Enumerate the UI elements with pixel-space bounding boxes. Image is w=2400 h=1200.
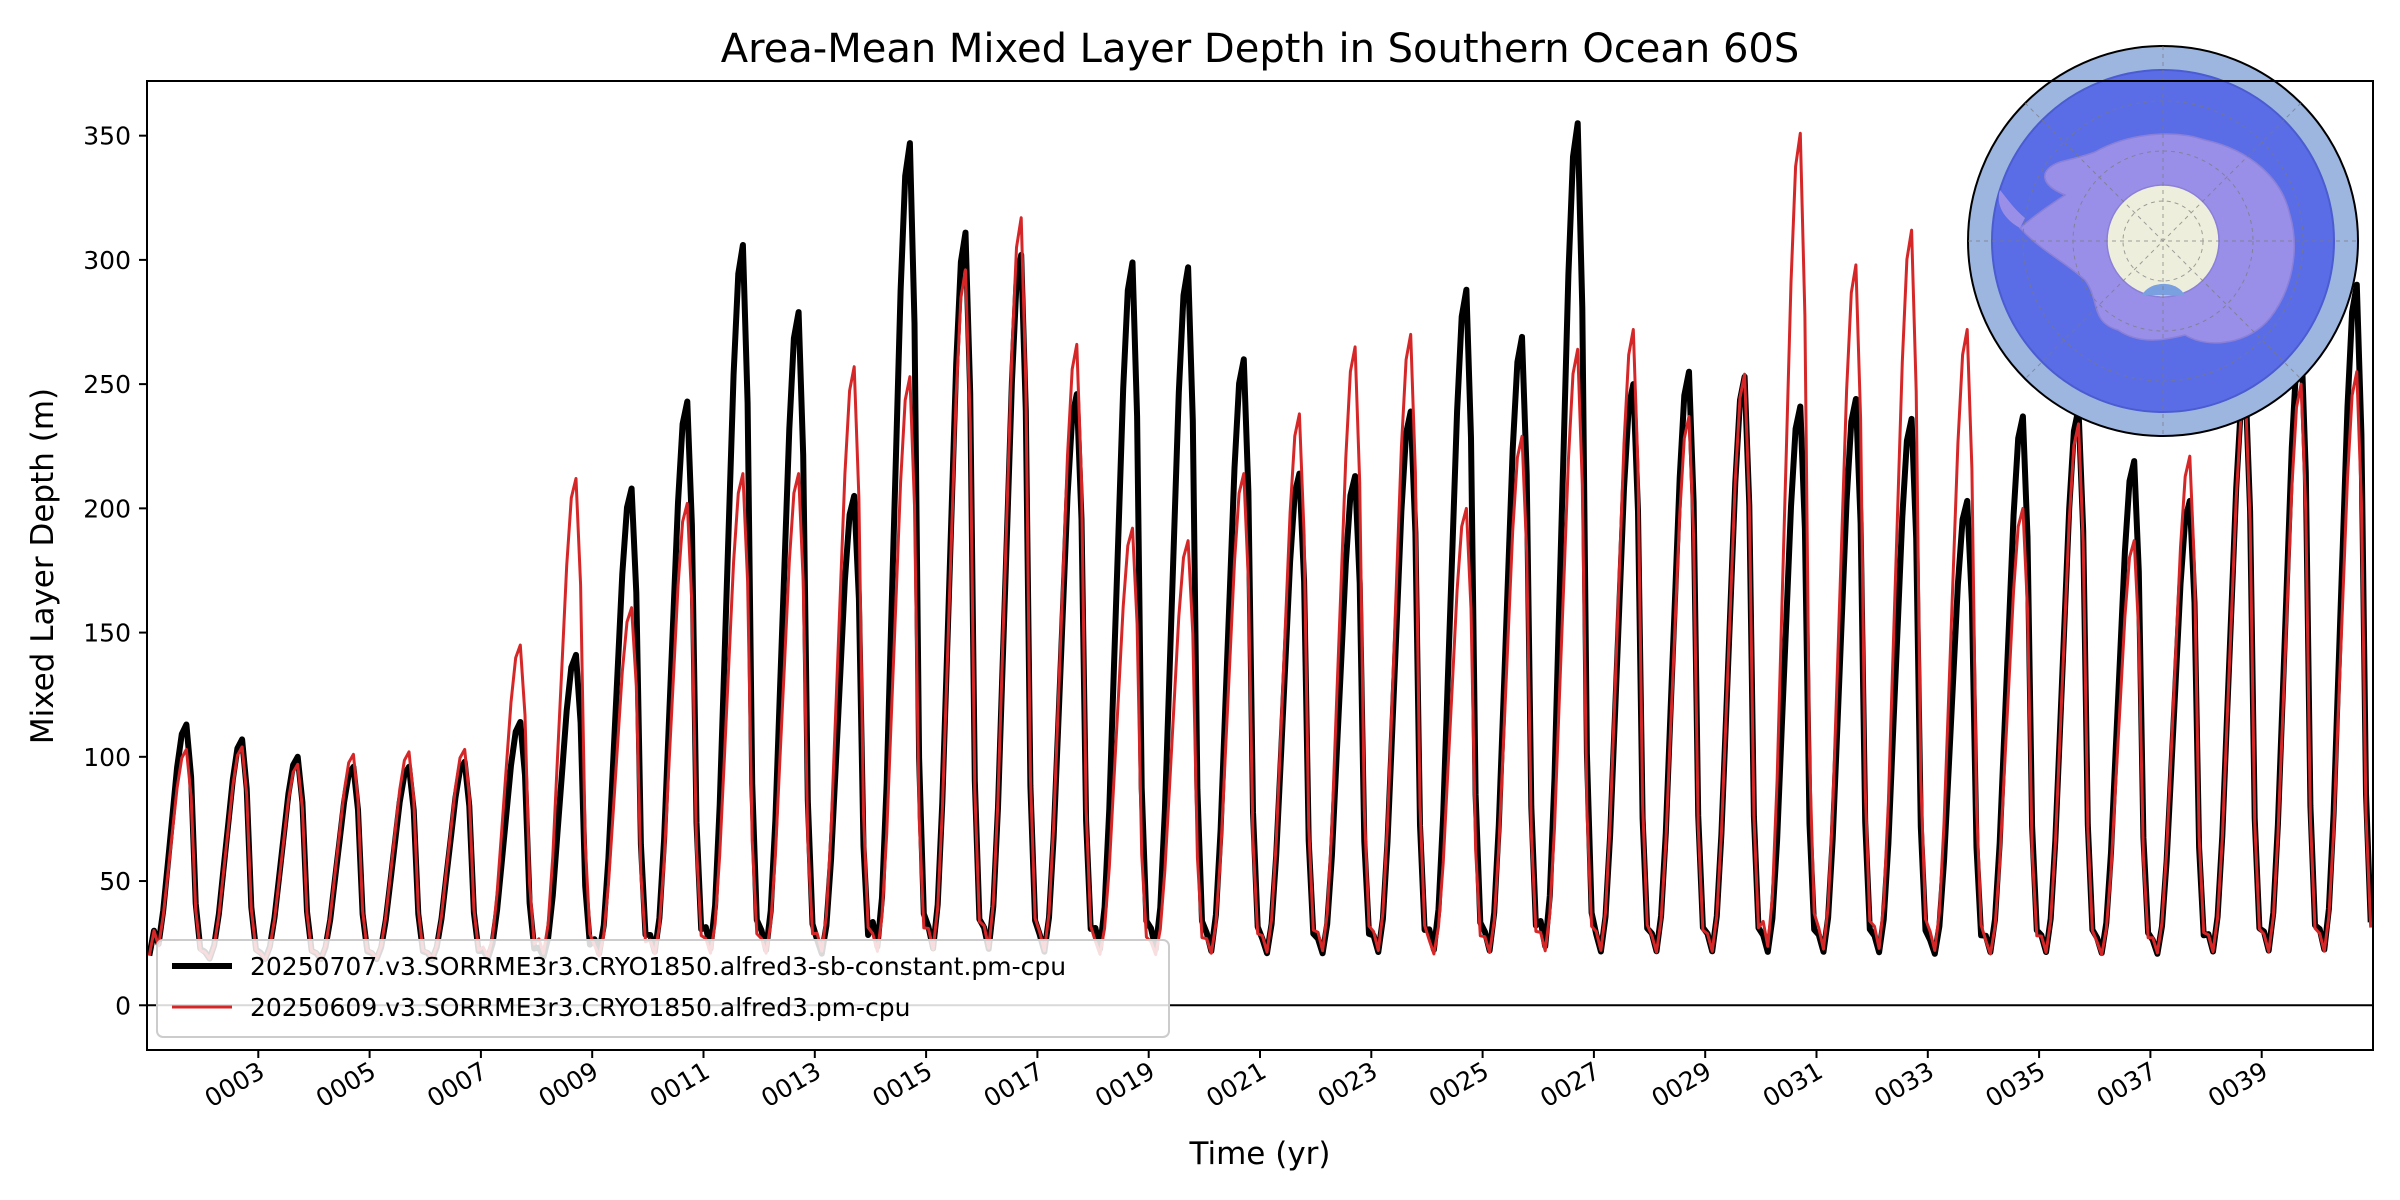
series-layer: [147, 120, 2373, 963]
y-tick-label: 200: [83, 494, 131, 523]
legend-label-series-1: 20250707.v3.SORRME3r3.CRYO1850.alfred3-s…: [250, 952, 1066, 981]
y-tick-label: 100: [83, 743, 131, 772]
y-tick-label: 300: [83, 246, 131, 275]
y-axis-label: Mixed Layer Depth (m): [25, 388, 61, 744]
y-tick-label: 350: [83, 122, 131, 151]
x-axis-label: Time (yr): [1189, 1136, 1331, 1172]
y-tick-label: 0: [115, 991, 131, 1020]
series-line-2: [147, 131, 2373, 961]
y-tick-label: 250: [83, 370, 131, 399]
y-tick-label: 150: [83, 619, 131, 648]
inset-graticule: [1968, 46, 2358, 436]
legend: 20250707.v3.SORRME3r3.CRYO1850.alfred3-s…: [156, 939, 1170, 1038]
y-axis-ticks: 0 50 100 150 200 250 300 350: [83, 122, 147, 1020]
antarctica-inset-map: [1967, 45, 2359, 437]
legend-label-series-2: 20250609.v3.SORRME3r3.CRYO1850.alfred3.p…: [250, 993, 911, 1022]
inset-peninsula: [1998, 190, 2025, 228]
chart-title: Area-Mean Mixed Layer Depth in Southern …: [721, 26, 1800, 72]
y-tick-label: 50: [99, 867, 131, 896]
legend-box: [156, 939, 1170, 1038]
